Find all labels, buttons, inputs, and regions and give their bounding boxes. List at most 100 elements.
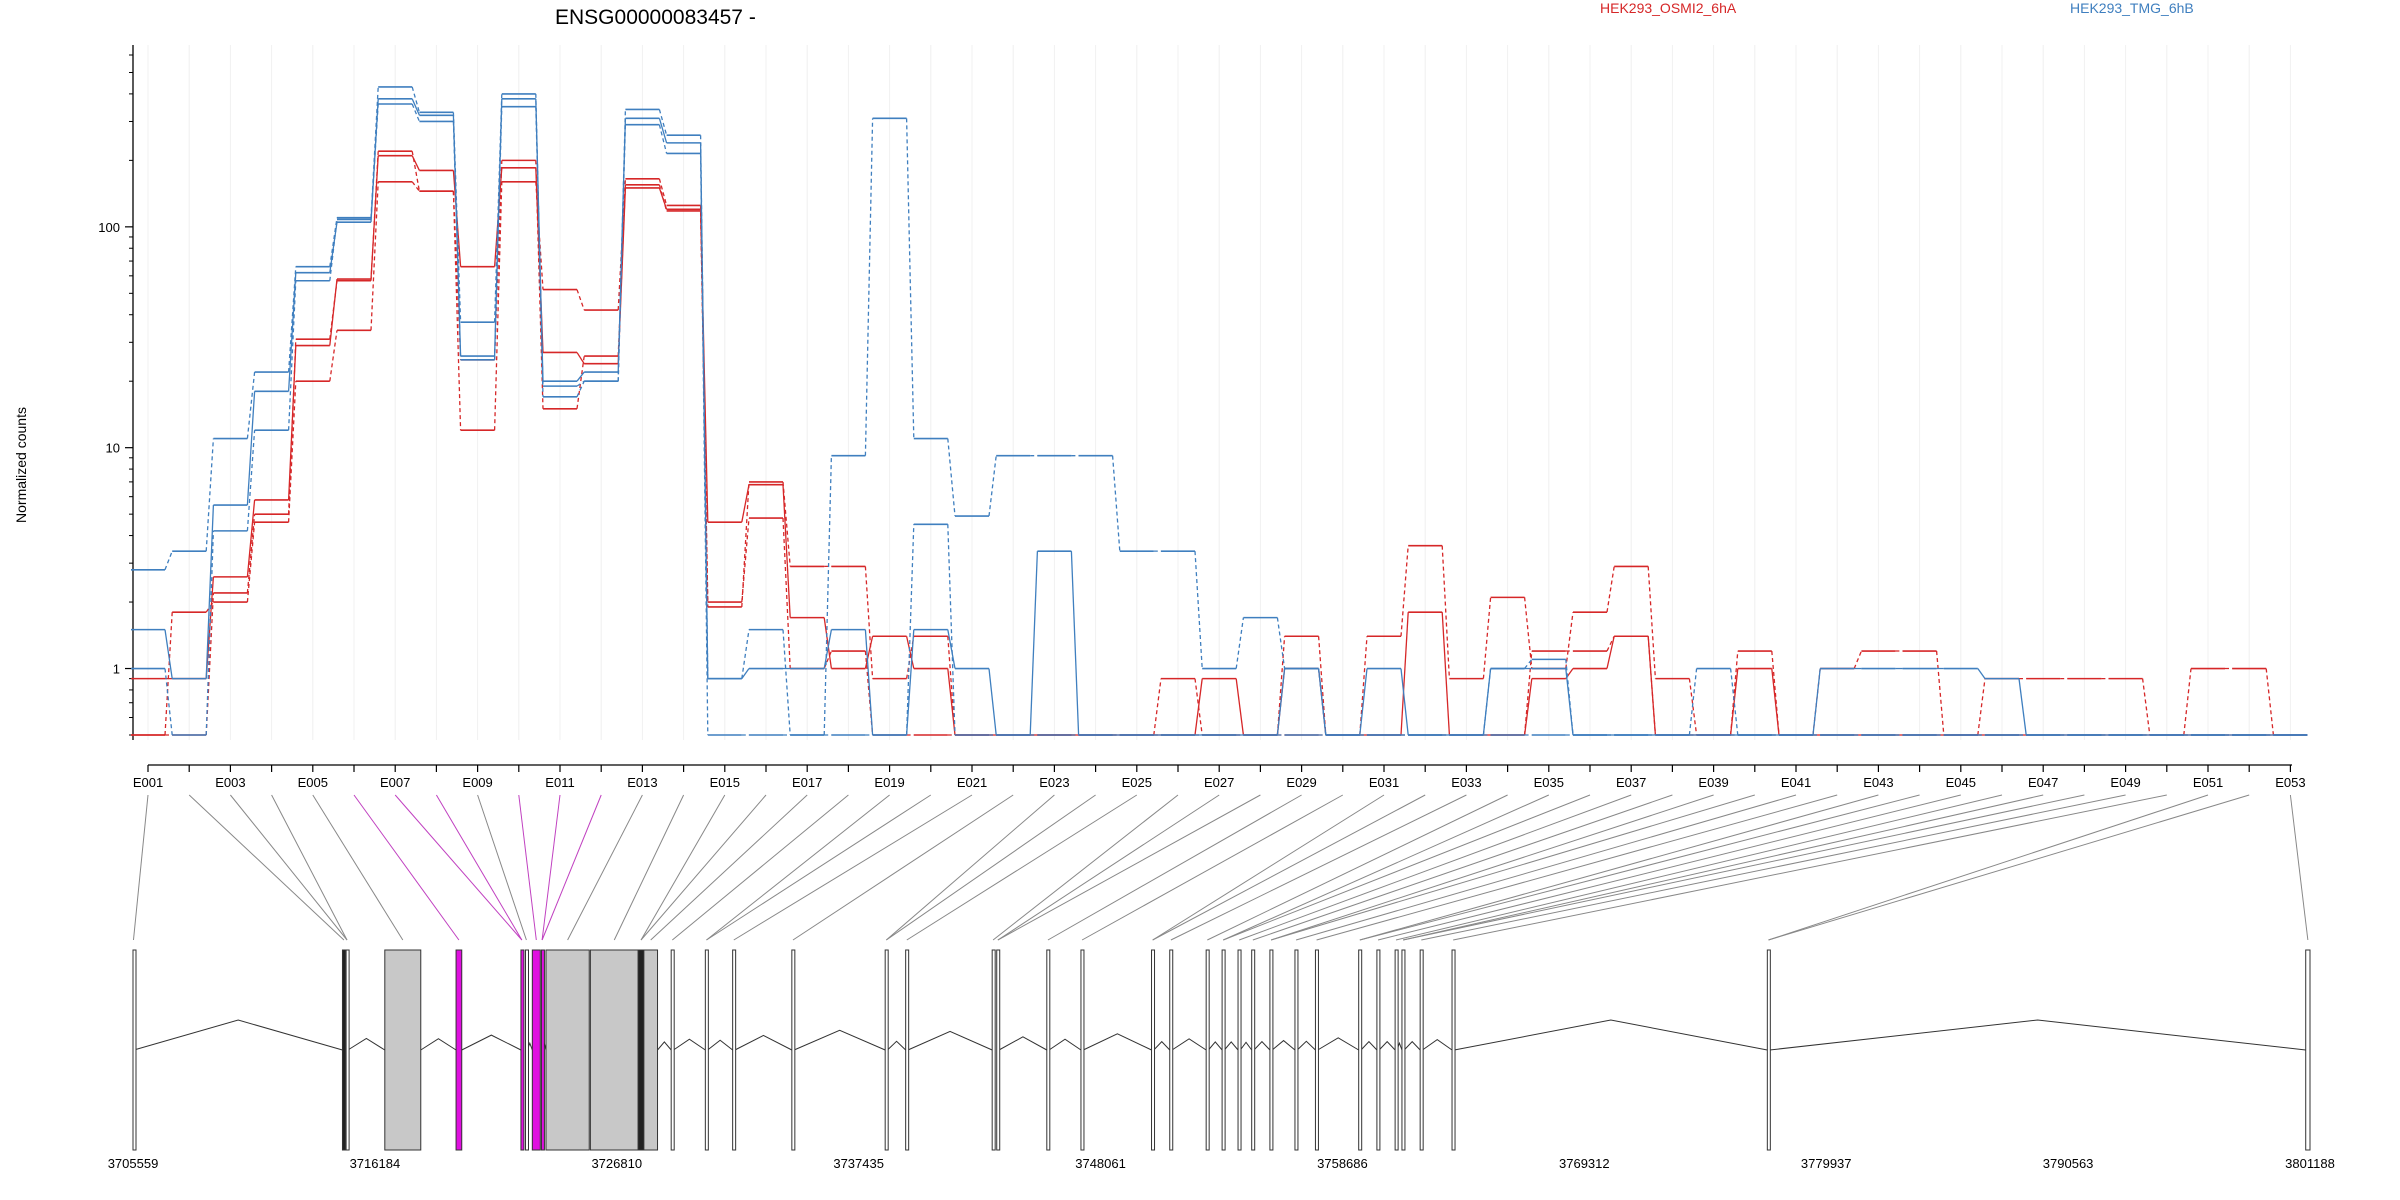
exon-connector [672,794,849,941]
bin-connector [947,636,956,736]
bin-connector [1029,551,1039,736]
intron-line [1403,1040,1421,1051]
bin-connector [1935,650,1945,736]
bin-connector [452,121,462,360]
x-tick-label: E039 [1698,775,1728,790]
series-6 [131,103,2308,736]
bin-connector [329,280,338,340]
x-tick-label: E001 [133,775,163,790]
x-tick-label: E047 [2028,775,2058,790]
bin-connector [1317,668,1327,736]
exon-connector [1239,794,1632,941]
bin-connector [1565,668,1574,736]
bin-connector [1565,612,1574,669]
bin-connector [1523,597,1533,669]
bin-connector [864,636,874,669]
bin-connector [823,629,833,669]
exon-connector [1152,794,1426,941]
genomic-tick-label: 3748061 [1075,1156,1126,1171]
exon-connector [1395,794,2003,941]
exon-connector [997,794,1220,941]
bin-connector [1482,597,1492,679]
bin-connector [287,266,297,373]
x-tick-label: E035 [1534,775,1564,790]
bin-connector [741,629,750,679]
exon-box [1046,949,1051,1151]
x-tick-label: E009 [462,775,492,790]
exon-box [704,949,709,1151]
intron-line [734,1034,793,1051]
exon-box [884,949,889,1151]
bin-connector [1317,636,1327,736]
exon-box [1766,949,1771,1151]
intron-line [1083,1033,1152,1051]
exon-connector [271,794,348,941]
exon-connector [613,794,685,941]
exon-box [524,949,529,1151]
exon-connector [650,794,808,941]
bin-connector [576,380,585,398]
exon-connector [1170,794,1467,941]
exon-connector [188,794,345,941]
bin-connector [576,352,585,365]
bin-connector [452,191,462,431]
exon-box [589,949,639,1151]
exon-box [132,949,137,1151]
bin-connector [741,668,750,680]
bin-connector [1606,636,1615,669]
bin-connector [1194,551,1203,669]
intron-line [461,1034,522,1051]
exon-connector [1223,794,1550,941]
y-axis-label: Normalized counts [13,407,29,523]
intron-line [1769,1019,2306,1051]
chart-title: ENSG00000083457 - [555,6,756,29]
bin-connector [287,381,297,523]
bin-connector [1606,566,1615,613]
intron-line [1048,1038,1082,1051]
bin-connector [370,181,379,331]
exon-box [1394,949,1399,1151]
intron-line [1223,1041,1239,1051]
bin-connector [205,504,215,679]
x-tick-label: E013 [627,775,657,790]
bin-connector [1523,650,1533,736]
exon-connector [1047,794,1302,941]
x-tick-label: E017 [792,775,822,790]
exon-box [1205,949,1210,1151]
exon-connector [1316,794,1838,941]
exon-box [1251,949,1256,1151]
bin-connector [1400,668,1409,736]
intron-line [1253,1040,1271,1051]
x-tick-label: E003 [215,775,245,790]
exon-box [1151,949,1156,1151]
bin-connector [576,289,585,311]
bin-connector [905,636,915,669]
bin-connector [329,217,338,267]
intron-line [133,1019,343,1051]
exon-box [1269,949,1274,1151]
genomic-tick-label: 3790563 [2043,1156,2094,1171]
bin-connector [246,522,256,603]
exon-box [384,949,422,1151]
bin-connector [1482,668,1492,736]
bin-connector [1400,612,1409,736]
intron-line [347,1037,386,1051]
y-axis-ticks: 1 10 100 [98,220,133,677]
bin-connector [1235,617,1245,669]
bin-connector [246,430,256,531]
bin-connector [823,455,833,736]
bin-connector [905,524,915,736]
vertical-gridlines [147,45,2291,740]
exon-connector [906,794,1138,941]
x-axis-ticks: E001 E003 E005 E007 E009 E011 E013 E015 E017 E019… [133,765,2306,790]
intron-line [998,1036,1048,1051]
bin-connector [246,391,256,506]
exon-connector [1152,794,1385,941]
bin-connector [1524,658,1533,669]
bin-connector [1111,455,1121,552]
bin-connector [411,86,421,113]
y-tick-label: 100 [98,220,120,235]
exon-connector [1252,794,1673,941]
genomic-tick-label: 3716184 [350,1156,401,1171]
bin-connector [2265,668,2275,736]
